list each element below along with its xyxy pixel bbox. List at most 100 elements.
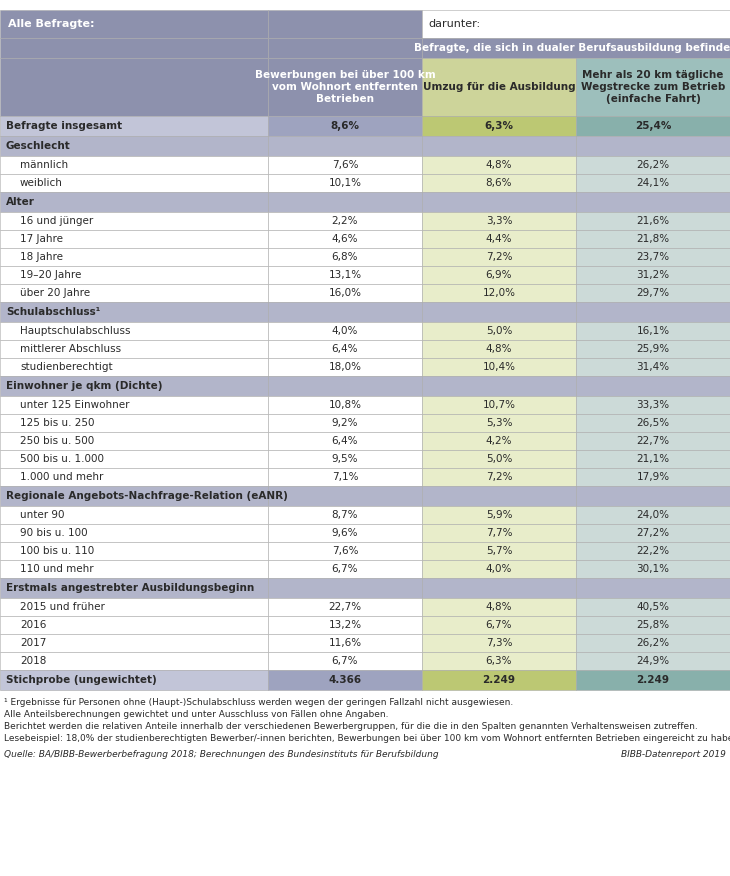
Text: 25,4%: 25,4% xyxy=(635,121,671,131)
Bar xyxy=(268,340,422,358)
Bar xyxy=(576,432,730,450)
Text: 29,7%: 29,7% xyxy=(637,288,669,298)
Text: 6,4%: 6,4% xyxy=(331,344,358,354)
Text: 9,2%: 9,2% xyxy=(331,418,358,428)
Text: 5,9%: 5,9% xyxy=(485,510,512,520)
Text: 100 bis u. 110: 100 bis u. 110 xyxy=(20,546,94,556)
Text: studienberechtigt: studienberechtigt xyxy=(20,362,112,372)
Text: 24,1%: 24,1% xyxy=(637,178,669,188)
Text: 19–20 Jahre: 19–20 Jahre xyxy=(20,270,81,280)
Text: BIBB-Datenreport 2019: BIBB-Datenreport 2019 xyxy=(621,750,726,759)
Text: Berichtet werden die relativen Anteile innerhalb der verschiedenen Bewerbergrupp: Berichtet werden die relativen Anteile i… xyxy=(4,722,698,731)
Text: Stichprobe (ungewichtet): Stichprobe (ungewichtet) xyxy=(6,675,157,685)
Bar xyxy=(422,156,576,174)
Bar xyxy=(268,212,422,230)
Text: 24,9%: 24,9% xyxy=(637,656,669,666)
Bar xyxy=(422,450,576,468)
Bar xyxy=(576,322,730,340)
Text: 21,1%: 21,1% xyxy=(637,454,669,464)
Bar xyxy=(0,266,268,284)
Text: 2016: 2016 xyxy=(20,620,47,630)
Bar xyxy=(268,230,422,248)
Bar xyxy=(0,598,268,616)
Text: 40,5%: 40,5% xyxy=(637,602,669,612)
Text: 90 bis u. 100: 90 bis u. 100 xyxy=(20,528,88,538)
Bar xyxy=(0,302,268,322)
Text: 7,7%: 7,7% xyxy=(485,528,512,538)
Bar xyxy=(268,116,422,136)
Text: 2018: 2018 xyxy=(20,656,47,666)
Bar xyxy=(576,670,730,690)
Bar xyxy=(576,212,730,230)
Bar xyxy=(422,634,576,652)
Bar xyxy=(268,598,422,616)
Bar xyxy=(0,284,268,302)
Bar xyxy=(576,524,730,542)
Bar xyxy=(268,450,422,468)
Bar xyxy=(268,322,422,340)
Text: 17,9%: 17,9% xyxy=(637,472,669,482)
Text: 10,1%: 10,1% xyxy=(328,178,361,188)
Bar xyxy=(0,38,268,58)
Bar xyxy=(422,616,576,634)
Bar xyxy=(422,322,576,340)
Text: 4.366: 4.366 xyxy=(328,675,361,685)
Text: 21,6%: 21,6% xyxy=(637,216,669,226)
Bar xyxy=(0,322,268,340)
Bar xyxy=(576,192,730,212)
Bar xyxy=(422,10,730,38)
Text: 7,1%: 7,1% xyxy=(331,472,358,482)
Bar xyxy=(422,284,576,302)
Bar xyxy=(268,634,422,652)
Text: 31,2%: 31,2% xyxy=(637,270,669,280)
Bar xyxy=(0,192,268,212)
Bar xyxy=(422,58,576,116)
Text: 250 bis u. 500: 250 bis u. 500 xyxy=(20,436,94,446)
Text: 2,2%: 2,2% xyxy=(331,216,358,226)
Text: 22,2%: 22,2% xyxy=(637,546,669,556)
Bar xyxy=(0,58,268,116)
Text: unter 125 Einwohner: unter 125 Einwohner xyxy=(20,400,129,410)
Text: 7,2%: 7,2% xyxy=(485,252,512,262)
Text: 125 bis u. 250: 125 bis u. 250 xyxy=(20,418,94,428)
Text: 4,4%: 4,4% xyxy=(485,234,512,244)
Text: 6,3%: 6,3% xyxy=(485,121,513,131)
Text: 10,4%: 10,4% xyxy=(483,362,515,372)
Bar xyxy=(576,598,730,616)
Bar xyxy=(422,396,576,414)
Bar xyxy=(268,396,422,414)
Text: 16,0%: 16,0% xyxy=(328,288,361,298)
Text: Geschlecht: Geschlecht xyxy=(6,141,71,151)
Text: 10,8%: 10,8% xyxy=(328,400,361,410)
Bar xyxy=(422,192,576,212)
Text: 110 und mehr: 110 und mehr xyxy=(20,564,93,574)
Bar xyxy=(268,192,422,212)
Bar xyxy=(0,670,268,690)
Bar xyxy=(422,340,576,358)
Bar xyxy=(0,578,268,598)
Text: 24,0%: 24,0% xyxy=(637,510,669,520)
Text: Alter: Alter xyxy=(6,197,35,207)
Bar xyxy=(0,248,268,266)
Text: 25,9%: 25,9% xyxy=(637,344,669,354)
Bar xyxy=(422,468,576,486)
Text: 4,8%: 4,8% xyxy=(485,160,512,170)
Bar xyxy=(422,542,576,560)
Text: 27,2%: 27,2% xyxy=(637,528,669,538)
Bar xyxy=(268,376,422,396)
Text: ¹ Ergebnisse für Personen ohne (Haupt-)Schulabschluss werden wegen der geringen : ¹ Ergebnisse für Personen ohne (Haupt-)S… xyxy=(4,698,513,707)
Text: 4,6%: 4,6% xyxy=(331,234,358,244)
Bar xyxy=(422,212,576,230)
Text: 18 Jahre: 18 Jahre xyxy=(20,252,63,262)
Bar xyxy=(0,506,268,524)
Text: 26,2%: 26,2% xyxy=(637,160,669,170)
Bar xyxy=(422,486,576,506)
Text: 5,0%: 5,0% xyxy=(485,326,512,336)
Bar xyxy=(576,116,730,136)
Text: 7,6%: 7,6% xyxy=(331,160,358,170)
Text: 500 bis u. 1.000: 500 bis u. 1.000 xyxy=(20,454,104,464)
Bar xyxy=(0,396,268,414)
Bar xyxy=(576,652,730,670)
Bar xyxy=(422,248,576,266)
Text: 6,9%: 6,9% xyxy=(485,270,512,280)
